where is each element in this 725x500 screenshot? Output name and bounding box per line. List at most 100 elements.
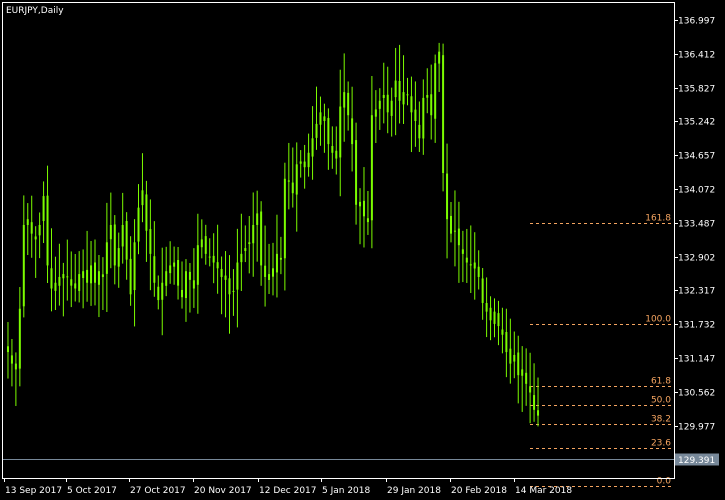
- candle: [378, 88, 381, 130]
- candle: [457, 201, 460, 283]
- candle: [533, 363, 536, 422]
- candle-body: [181, 289, 184, 298]
- candle-body: [394, 80, 397, 98]
- y-tick-label: 132.902: [678, 254, 715, 264]
- candle: [220, 256, 223, 315]
- candle: [145, 180, 148, 262]
- candle-body: [438, 51, 441, 64]
- x-tick-label: 14 Mar 2018: [515, 486, 572, 496]
- candle: [232, 269, 235, 316]
- candle-body: [461, 249, 464, 254]
- candle: [370, 76, 373, 249]
- candle: [307, 133, 310, 177]
- candle-body: [173, 262, 176, 267]
- candle-body: [121, 224, 124, 247]
- candle: [212, 233, 215, 284]
- candle: [216, 224, 219, 294]
- candle-body: [521, 369, 524, 376]
- y-tick-label: 133.487: [678, 220, 715, 230]
- plot-frame: [2, 2, 675, 479]
- candle-body: [264, 265, 267, 277]
- candle-body: [279, 257, 282, 260]
- candle-body: [378, 100, 381, 109]
- candle-body: [485, 302, 488, 312]
- y-tick-label: 132.317: [678, 287, 715, 297]
- candle-body: [406, 94, 409, 96]
- candle: [94, 239, 96, 306]
- candle: [105, 202, 108, 312]
- candle-body: [537, 410, 540, 416]
- candle: [497, 300, 500, 346]
- candle-body: [287, 180, 290, 182]
- candle-body: [38, 224, 41, 236]
- candle-body: [489, 307, 492, 321]
- y-tick-label: 131.732: [678, 321, 715, 331]
- candlestick-series: [6, 42, 540, 427]
- candle: [133, 219, 136, 327]
- candle: [303, 144, 306, 189]
- candle: [402, 55, 405, 124]
- candle: [327, 108, 330, 170]
- candle: [256, 190, 259, 262]
- candle: [97, 255, 100, 318]
- y-tick-label: 136.412: [678, 51, 715, 61]
- candle: [414, 81, 417, 147]
- candle: [525, 348, 528, 406]
- time-axis[interactable]: 13 Sep 2017 5 Oct 2017 27 Oct 2017 20 Nov 2…: [4, 478, 573, 496]
- price-axis[interactable]: 136.997 136.412 135.827 135.242 134.657 134.0…: [674, 17, 715, 433]
- chart-title: EURJPY,Daily: [6, 6, 64, 16]
- candle: [465, 228, 468, 283]
- candle: [236, 228, 239, 328]
- candle-body: [204, 236, 207, 254]
- candle: [442, 43, 445, 192]
- y-tick-label: 131.147: [678, 355, 715, 365]
- candle-body: [196, 245, 199, 285]
- candle: [177, 247, 180, 300]
- candle: [244, 225, 247, 263]
- y-tick-label: 134.072: [678, 186, 715, 196]
- candle: [157, 275, 160, 310]
- candle: [268, 243, 271, 294]
- candle-body: [430, 94, 433, 116]
- candle-body: [426, 95, 429, 98]
- y-tick-label: 135.242: [678, 118, 715, 128]
- candle: [287, 142, 290, 210]
- candle-body: [260, 211, 263, 266]
- candle-body: [295, 164, 298, 195]
- candle-body: [97, 271, 100, 285]
- candle: [319, 96, 322, 146]
- candle: [121, 192, 124, 264]
- candle-body: [248, 242, 251, 244]
- candle-body: [450, 215, 452, 234]
- y-tick-label: 136.997: [678, 17, 715, 27]
- candle-body: [256, 213, 259, 225]
- candle: [331, 126, 334, 169]
- candle-body: [319, 112, 322, 125]
- candle: [54, 256, 57, 311]
- candle: [446, 143, 449, 259]
- fib-level-label: 50.0: [651, 396, 671, 406]
- candle: [141, 153, 144, 223]
- candle-body: [200, 239, 203, 248]
- candle-body: [457, 228, 460, 246]
- candle-body: [315, 123, 318, 138]
- candle-body: [22, 224, 25, 307]
- candle: [165, 246, 168, 297]
- x-tick-label: 12 Dec 2017: [259, 486, 317, 496]
- candle-body: [533, 395, 536, 410]
- candle-body: [509, 348, 512, 364]
- candle: [74, 253, 77, 302]
- candle: [137, 184, 140, 255]
- fibonacci-retracement[interactable]: 161.8 100.0 61.8 50.0 38.2 23.6 0.0: [530, 214, 674, 487]
- candle: [279, 236, 282, 275]
- candle: [161, 247, 164, 336]
- candle-body: [359, 201, 362, 207]
- fib-level-label: 0.0: [657, 477, 672, 487]
- candle: [513, 331, 516, 379]
- x-tick-label: 20 Nov 2017: [194, 486, 252, 496]
- candle-body: [109, 224, 112, 240]
- candle: [339, 69, 342, 197]
- fib-level-label: 161.8: [645, 214, 671, 224]
- candle-body: [14, 363, 17, 370]
